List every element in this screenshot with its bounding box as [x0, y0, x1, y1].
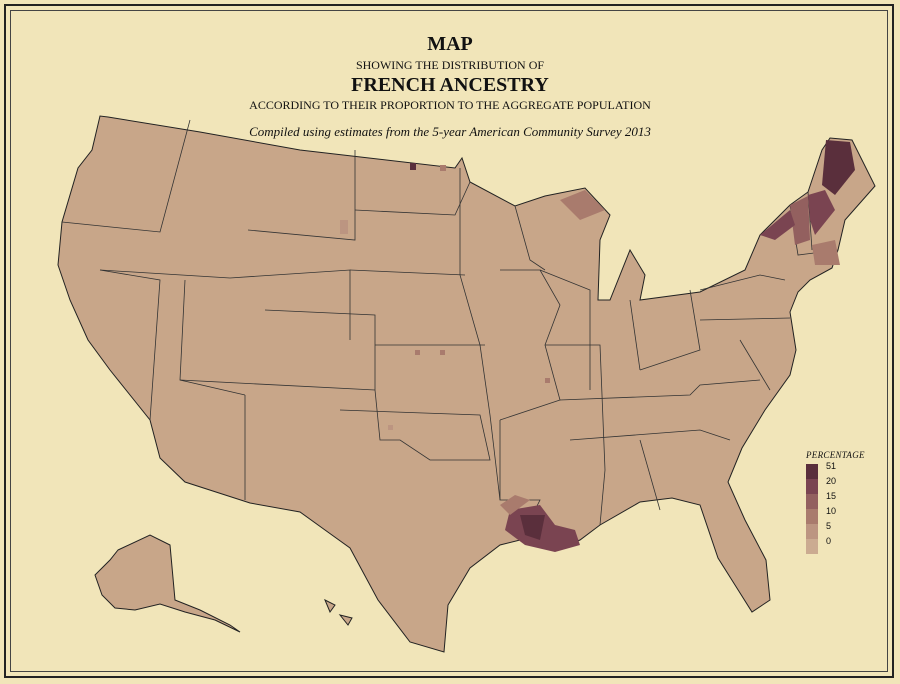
legend-title: PERCENTAGE	[806, 450, 865, 460]
legend-item: 10	[806, 505, 865, 524]
legend: PERCENTAGE 51 20 15 10 5 0	[806, 450, 865, 554]
legend-label: 10	[826, 505, 837, 516]
legend-item: 20	[806, 475, 865, 494]
legend-label: 5	[826, 520, 832, 531]
alaska	[94, 534, 241, 633]
legend-label: 20	[826, 475, 837, 486]
legend-swatch	[806, 539, 818, 554]
legend-swatch	[806, 509, 818, 524]
legend-item: 5	[806, 520, 865, 539]
title-line-2: SHOWING THE DISTRIBUTION OF	[355, 58, 545, 72]
legend-swatch	[806, 479, 818, 494]
contiguous-us	[57, 115, 876, 653]
legend-item: 51	[806, 460, 865, 479]
legend-label: 15	[826, 490, 837, 501]
map-subtitle: Compiled using estimates from the 5-year…	[249, 124, 651, 139]
legend-item: 15	[806, 490, 865, 509]
inner-frame	[10, 10, 888, 672]
outer-frame	[4, 4, 894, 678]
legend-swatch	[806, 494, 818, 509]
title-line-4: ACCORDING TO THEIR PROPORTION TO THE AGG…	[249, 98, 651, 112]
legend-label: 51	[826, 460, 837, 471]
legend-label: 0	[826, 535, 832, 546]
state-borders	[61, 119, 839, 541]
hawaii	[324, 598, 353, 626]
map-title: MAP	[427, 33, 473, 55]
legend-item: 0	[806, 535, 865, 554]
legend-swatch	[806, 524, 818, 539]
legend-swatch	[806, 464, 818, 479]
title-subject: FRENCH ANCESTRY	[351, 74, 549, 96]
high-percentage-areas	[340, 140, 855, 552]
